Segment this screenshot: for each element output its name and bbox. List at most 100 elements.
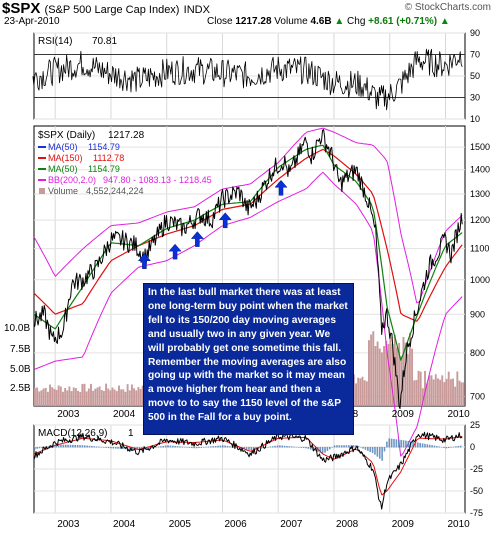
macd-histogram-bar — [88, 445, 91, 448]
macd-histogram-bar — [459, 445, 462, 448]
macd-histogram-bar — [81, 445, 84, 448]
volume-bar — [55, 389, 58, 406]
macd-histogram-bar — [293, 446, 295, 448]
macd-histogram-bar — [357, 445, 360, 448]
volume-bar — [92, 390, 95, 406]
macd-histogram-bar — [290, 446, 293, 448]
macd-histogram-bar — [83, 445, 86, 448]
buy-arrow-icon — [190, 231, 204, 247]
macd-histogram-bar — [212, 446, 215, 448]
macd-histogram-bar — [169, 445, 172, 448]
volume-bar — [115, 391, 118, 406]
macd-histogram-bar — [226, 445, 229, 448]
macd-histogram-bar — [305, 447, 307, 449]
macd-histogram-bar — [38, 447, 41, 449]
macd-histogram-bar — [298, 447, 300, 448]
volume-bar — [109, 390, 112, 406]
macd-histogram-bar — [307, 447, 310, 449]
volume-bar — [62, 391, 64, 406]
macd-histogram-bar — [262, 447, 264, 449]
macd-y-tick: -50 — [470, 486, 483, 496]
macd-histogram-bar — [440, 446, 443, 448]
volume-bar — [111, 387, 114, 406]
macd-histogram-bar — [217, 445, 219, 448]
buy-arrows — [137, 179, 288, 269]
macd-histogram-bar — [340, 445, 343, 448]
macd-histogram-bar — [433, 445, 436, 448]
volume-bar — [34, 388, 36, 406]
volume-bar — [105, 383, 108, 406]
price-y-tick: 900 — [470, 309, 485, 319]
macd-histogram-bar — [186, 447, 188, 448]
volume-bar — [42, 388, 45, 406]
volume-bar — [57, 385, 60, 406]
volume-bar — [413, 380, 416, 406]
macd-histogram-bar — [119, 447, 122, 449]
macd-y-tick: 0 — [470, 442, 475, 452]
volume-bar — [64, 388, 67, 406]
volume-bar — [46, 391, 49, 406]
macd-histogram-bar — [400, 439, 402, 448]
macd-histogram-bar — [117, 447, 119, 449]
rsi-legend-label: RSI(14) — [38, 36, 72, 47]
macd-histogram-bar — [345, 445, 348, 448]
macd-line — [33, 431, 463, 510]
volume-bar — [44, 387, 47, 406]
macd-histogram-bar — [438, 446, 441, 448]
macd-histogram-bar — [393, 438, 395, 448]
volume-tick: 5.0B — [10, 364, 31, 375]
macd-histogram-bar — [105, 447, 107, 448]
volume-bar — [70, 391, 73, 406]
macd-histogram-bar — [402, 440, 405, 448]
macd-histogram-bar — [43, 446, 46, 448]
macd-legend: MACD(12,26,9) 1 — [38, 428, 134, 439]
volume-bar — [432, 379, 435, 406]
volume-bar — [428, 375, 431, 406]
buy-arrow-icon — [137, 253, 151, 269]
macd-histogram-bar — [359, 446, 362, 448]
volume-bar — [456, 371, 459, 406]
macd-histogram-bar — [319, 447, 322, 453]
macd-y-tick: -75 — [470, 508, 483, 518]
volume-bar — [378, 348, 381, 406]
macd-histogram-bar — [250, 447, 253, 451]
macd-histogram-bar — [252, 447, 255, 450]
volume-bar — [426, 383, 429, 406]
price-y-tick: 1400 — [470, 165, 490, 175]
volume-bar — [359, 378, 362, 406]
volume-bar — [113, 389, 116, 406]
volume-bar — [424, 370, 426, 406]
macd-histogram-bar — [112, 447, 115, 449]
macd-histogram-bar — [164, 445, 167, 448]
volume-bar — [454, 386, 457, 406]
chg-label: Chg — [347, 16, 366, 27]
macd-histogram-bar — [412, 441, 414, 448]
volume-bar — [421, 388, 424, 406]
volume-bar — [83, 383, 86, 406]
macd-histogram-bar — [269, 446, 272, 448]
macd-histogram-bar — [98, 446, 100, 448]
macd-histogram-bar — [426, 444, 429, 448]
legend-ma50-blue-name: MA(50) — [48, 142, 78, 152]
chg-value: +8.61 (+0.71%) — [368, 16, 438, 27]
macd-signal-line — [33, 435, 463, 496]
volume-bar — [417, 370, 420, 406]
legend-bb-name: BB(200,2.0) — [48, 175, 96, 185]
volume-bar — [398, 342, 401, 406]
macd-histogram-bar — [162, 445, 165, 448]
macd-histogram-bar — [279, 445, 281, 448]
legend-ma50-green-value: 1154.79 — [88, 164, 120, 174]
macd-histogram-bar — [102, 447, 105, 448]
volume-bar — [59, 386, 62, 406]
macd-histogram-bar — [395, 439, 398, 448]
macd-histogram-bar — [76, 445, 79, 448]
price-legend-value: 1217.28 — [108, 130, 145, 141]
macd-histogram-bar — [138, 447, 141, 451]
price-y-tick: 1200 — [470, 215, 490, 225]
volume-tick: 7.5B — [10, 344, 31, 355]
exchange: INDX — [183, 4, 210, 16]
symbol-name: (S&P 500 Large Cap Index) — [44, 4, 180, 16]
macd-histogram-bar — [114, 447, 117, 449]
macd-histogram-bar — [167, 445, 169, 448]
